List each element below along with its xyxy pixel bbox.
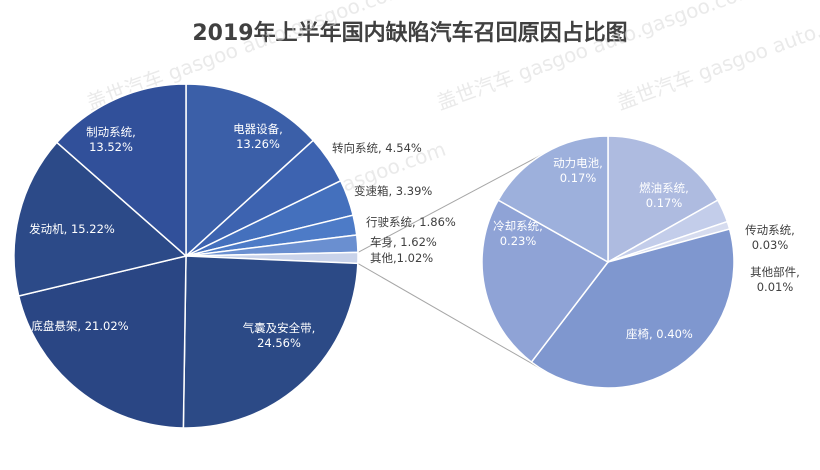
connector-line-top (357, 152, 546, 253)
sub-label-2: 其他部件, 0.01% (750, 265, 800, 294)
main-pie-slice-0 (185, 83, 315, 258)
chart-title: 2019年上半年国内缺陷汽车召回原因占比图 (192, 20, 627, 46)
sub-label-3: 座椅, 0.40% (626, 327, 693, 341)
main-label-9: 制动系统, 13.52% (86, 125, 136, 154)
main-pie-slice-9 (55, 83, 187, 258)
main-label-0: 电器设备, 13.26% (233, 122, 283, 151)
sub-label-1: 传动系统, 0.03% (745, 223, 795, 252)
sub-pie-slice-5 (497, 135, 609, 264)
main-label-6: 气囊及安全带, 24.56% (243, 321, 316, 350)
main-label-1: 转向系统, 4.54% (332, 141, 422, 155)
sub-pie-slice-3 (530, 228, 735, 389)
main-label-7: 底盘悬架, 21.02% (31, 319, 128, 333)
main-pie-slice-7 (17, 255, 187, 429)
sub-pie-slice-0 (607, 135, 719, 264)
main-pie-slice-8 (13, 141, 188, 297)
connector-line-bottom (357, 262, 546, 372)
main-pie-slice-6 (182, 255, 359, 429)
main-label-2: 变速箱, 3.39% (354, 184, 432, 198)
sub-pie-slice-4 (481, 199, 610, 364)
sub-label-4: 冷却系统, 0.23% (493, 219, 543, 248)
sub-label-0: 燃油系统, 0.17% (639, 181, 689, 210)
main-label-3: 行驶系统, 1.86% (366, 215, 456, 229)
sub-label-5: 动力电池, 0.17% (553, 156, 603, 185)
main-label-8: 发动机, 15.22% (29, 222, 115, 236)
main-label-5: 其他,1.02% (370, 251, 433, 265)
main-label-4: 车身, 1.62% (370, 235, 437, 249)
